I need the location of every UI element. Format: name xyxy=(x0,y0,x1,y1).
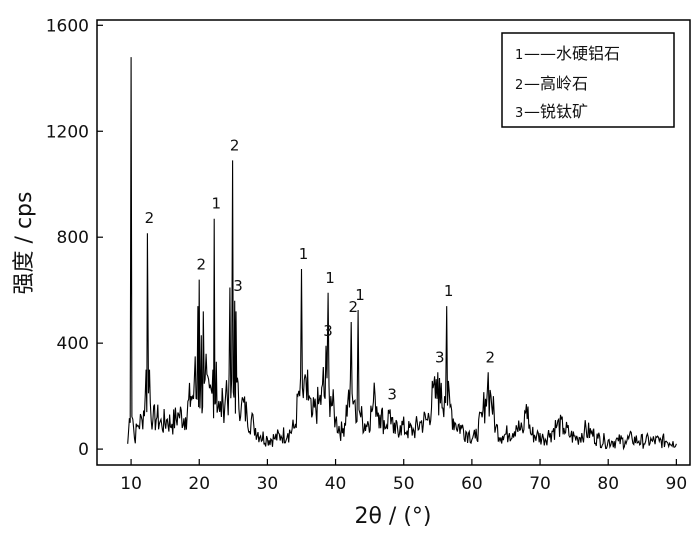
axis-ticks: 10 20 30 40 50 60 70 80 90 0 400 800 1200 1600 xyxy=(46,16,687,494)
peak-label: 2 xyxy=(348,298,358,316)
peak-label: 1 xyxy=(299,245,309,263)
x-tick-label: 90 xyxy=(666,474,688,494)
y-tick-label: 0 xyxy=(78,440,89,460)
peak-label: 1 xyxy=(355,286,365,304)
y-tick-label: 1600 xyxy=(46,16,89,36)
plot-frame xyxy=(96,19,691,466)
x-tick-label: 50 xyxy=(393,474,415,494)
peak-label: 2 xyxy=(196,256,206,274)
legend-number-3: 3 xyxy=(515,106,523,121)
legend: 1 ——水硬铝石 2 —高岭石 3 —锐钛矿 xyxy=(501,32,675,128)
peak-label: 1 xyxy=(444,282,454,300)
legend-number-1: 1 xyxy=(515,48,523,63)
legend-number-2: 2 xyxy=(515,78,523,93)
x-tick-label: 80 xyxy=(597,474,619,494)
peak-label: 3 xyxy=(435,348,445,366)
xrd-pattern-line xyxy=(127,57,677,451)
peak-label: 3 xyxy=(387,385,397,403)
legend-box xyxy=(501,32,675,128)
y-tick-label: 800 xyxy=(57,228,89,248)
legend-text-1: ——水硬铝石 xyxy=(524,44,620,63)
peak-label: 3 xyxy=(233,277,243,295)
peak-label: 1 xyxy=(325,269,335,287)
x-tick-label: 70 xyxy=(529,474,551,494)
peak-label: 2 xyxy=(145,209,155,227)
peak-label: 2 xyxy=(485,348,495,366)
x-tick-label: 10 xyxy=(120,474,142,494)
y-axis-title: 强度 / cps xyxy=(12,192,37,295)
legend-text-3: —锐钛矿 xyxy=(524,102,588,121)
x-tick-label: 60 xyxy=(461,474,483,494)
x-tick-label: 30 xyxy=(257,474,279,494)
x-tick-label: 40 xyxy=(325,474,347,494)
legend-text-2: —高岭石 xyxy=(524,74,588,93)
peak-label: 3 xyxy=(323,322,333,340)
peak-label: 2 xyxy=(230,136,240,154)
series-layer xyxy=(127,57,677,451)
y-tick-label: 400 xyxy=(57,334,89,354)
x-axis-title: 2θ / (°) xyxy=(354,504,431,529)
peak-label: 1 xyxy=(211,195,221,213)
x-tick-label: 20 xyxy=(188,474,210,494)
y-tick-label: 1200 xyxy=(46,122,89,142)
